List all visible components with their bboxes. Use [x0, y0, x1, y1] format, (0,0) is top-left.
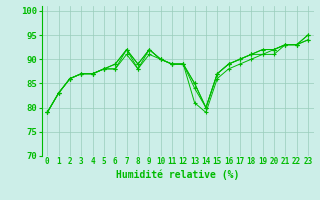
- X-axis label: Humidité relative (%): Humidité relative (%): [116, 169, 239, 180]
